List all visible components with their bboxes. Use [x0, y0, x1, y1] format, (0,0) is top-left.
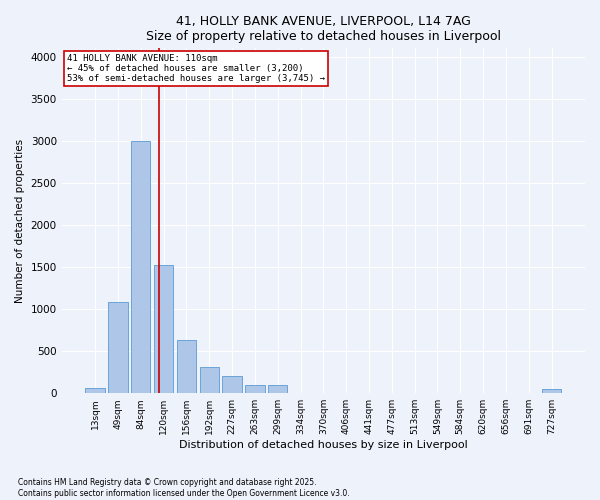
Bar [131, 141, 151, 393]
Text: Contains HM Land Registry data © Crown copyright and database right 2025.
Contai: Contains HM Land Registry data © Crown c… [18, 478, 350, 498]
Bar [542, 388, 561, 393]
Bar [154, 264, 173, 393]
Bar [177, 340, 196, 393]
Bar [85, 388, 105, 393]
Text: 41 HOLLY BANK AVENUE: 110sqm
← 45% of detached houses are smaller (3,200)
53% of: 41 HOLLY BANK AVENUE: 110sqm ← 45% of de… [67, 54, 325, 84]
Bar [245, 385, 265, 393]
Bar [268, 385, 287, 393]
Y-axis label: Number of detached properties: Number of detached properties [15, 138, 25, 303]
Bar [200, 367, 219, 393]
Title: 41, HOLLY BANK AVENUE, LIVERPOOL, L14 7AG
Size of property relative to detached : 41, HOLLY BANK AVENUE, LIVERPOOL, L14 7A… [146, 15, 501, 43]
X-axis label: Distribution of detached houses by size in Liverpool: Distribution of detached houses by size … [179, 440, 468, 450]
Bar [223, 376, 242, 393]
Bar [108, 302, 128, 393]
